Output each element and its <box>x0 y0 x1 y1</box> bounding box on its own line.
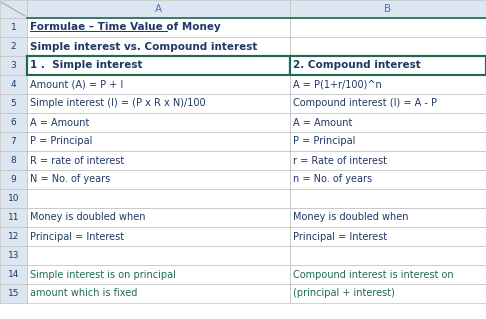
Bar <box>0 208 27 227</box>
Bar <box>290 227 486 246</box>
Bar <box>290 208 486 227</box>
Text: Compound interest (I) = A - P: Compound interest (I) = A - P <box>293 99 437 108</box>
Text: P = Principal: P = Principal <box>30 137 92 146</box>
Bar <box>0 189 27 208</box>
Text: Money is doubled when: Money is doubled when <box>293 212 409 222</box>
Bar <box>290 265 486 284</box>
Text: 10: 10 <box>8 194 19 203</box>
Text: B: B <box>384 4 392 14</box>
Text: Principal = Interest: Principal = Interest <box>30 232 124 241</box>
Bar <box>0 37 27 56</box>
Bar <box>290 151 486 170</box>
Bar <box>0 18 27 37</box>
Text: 4: 4 <box>11 80 17 89</box>
Bar <box>290 37 486 56</box>
Bar <box>290 0 486 18</box>
Bar <box>27 265 290 284</box>
Text: Simple interest vs. Compound interest: Simple interest vs. Compound interest <box>30 41 258 51</box>
Text: 7: 7 <box>11 137 17 146</box>
Bar <box>0 246 27 265</box>
Bar <box>27 37 290 56</box>
Text: r = Rate of interest: r = Rate of interest <box>293 155 387 166</box>
Text: amount which is fixed: amount which is fixed <box>30 288 138 299</box>
Bar <box>27 18 290 37</box>
Bar <box>0 284 27 303</box>
Text: A = P(1+r/100)^n: A = P(1+r/100)^n <box>293 79 382 90</box>
Bar <box>27 132 290 151</box>
Text: A: A <box>155 4 162 14</box>
Text: 11: 11 <box>8 213 19 222</box>
Bar <box>27 75 290 94</box>
Bar <box>27 56 290 75</box>
Text: Simple interest is on principal: Simple interest is on principal <box>30 270 176 279</box>
Bar <box>0 94 27 113</box>
Bar <box>0 75 27 94</box>
Text: Simple interest (I) = (P x R x N)/100: Simple interest (I) = (P x R x N)/100 <box>30 99 206 108</box>
Text: 15: 15 <box>8 289 19 298</box>
Text: 3: 3 <box>11 61 17 70</box>
Bar <box>27 208 290 227</box>
Text: Compound interest is interest on: Compound interest is interest on <box>293 270 453 279</box>
Bar <box>290 189 486 208</box>
Bar <box>27 113 290 132</box>
Text: A = Amount: A = Amount <box>293 117 352 128</box>
Text: 14: 14 <box>8 270 19 279</box>
Bar <box>0 151 27 170</box>
Text: R = rate of interest: R = rate of interest <box>30 155 124 166</box>
Text: P = Principal: P = Principal <box>293 137 355 146</box>
Bar <box>0 113 27 132</box>
Bar <box>290 18 486 37</box>
Text: 8: 8 <box>11 156 17 165</box>
Text: Principal = Interest: Principal = Interest <box>293 232 387 241</box>
Text: 9: 9 <box>11 175 17 184</box>
Bar <box>27 151 290 170</box>
Text: 2: 2 <box>11 42 17 51</box>
Bar <box>0 56 27 75</box>
Text: 13: 13 <box>8 251 19 260</box>
Bar <box>0 0 27 18</box>
Bar <box>290 246 486 265</box>
Bar <box>27 94 290 113</box>
Bar <box>290 94 486 113</box>
Text: Amount (A) = P + I: Amount (A) = P + I <box>30 79 123 90</box>
Text: 2. Compound interest: 2. Compound interest <box>293 61 421 70</box>
Text: 1: 1 <box>11 23 17 32</box>
Text: 5: 5 <box>11 99 17 108</box>
Bar <box>0 227 27 246</box>
Bar <box>290 132 486 151</box>
Text: 1 .  Simple interest: 1 . Simple interest <box>30 61 142 70</box>
Bar <box>0 132 27 151</box>
Text: 6: 6 <box>11 118 17 127</box>
Text: Formulae – Time Value of Money: Formulae – Time Value of Money <box>30 23 221 33</box>
Text: A = Amount: A = Amount <box>30 117 89 128</box>
Bar <box>27 0 290 18</box>
Bar <box>27 246 290 265</box>
Bar <box>27 170 290 189</box>
Text: 12: 12 <box>8 232 19 241</box>
Text: (principal + interest): (principal + interest) <box>293 288 395 299</box>
Bar <box>290 284 486 303</box>
Bar <box>27 189 290 208</box>
Text: n = No. of years: n = No. of years <box>293 174 372 184</box>
Bar <box>0 170 27 189</box>
Bar <box>290 170 486 189</box>
Text: Money is doubled when: Money is doubled when <box>30 212 145 222</box>
Text: N = No. of years: N = No. of years <box>30 174 110 184</box>
Bar <box>27 227 290 246</box>
Bar <box>290 113 486 132</box>
Bar <box>290 56 486 75</box>
Bar <box>0 265 27 284</box>
Bar <box>27 284 290 303</box>
Bar <box>290 75 486 94</box>
